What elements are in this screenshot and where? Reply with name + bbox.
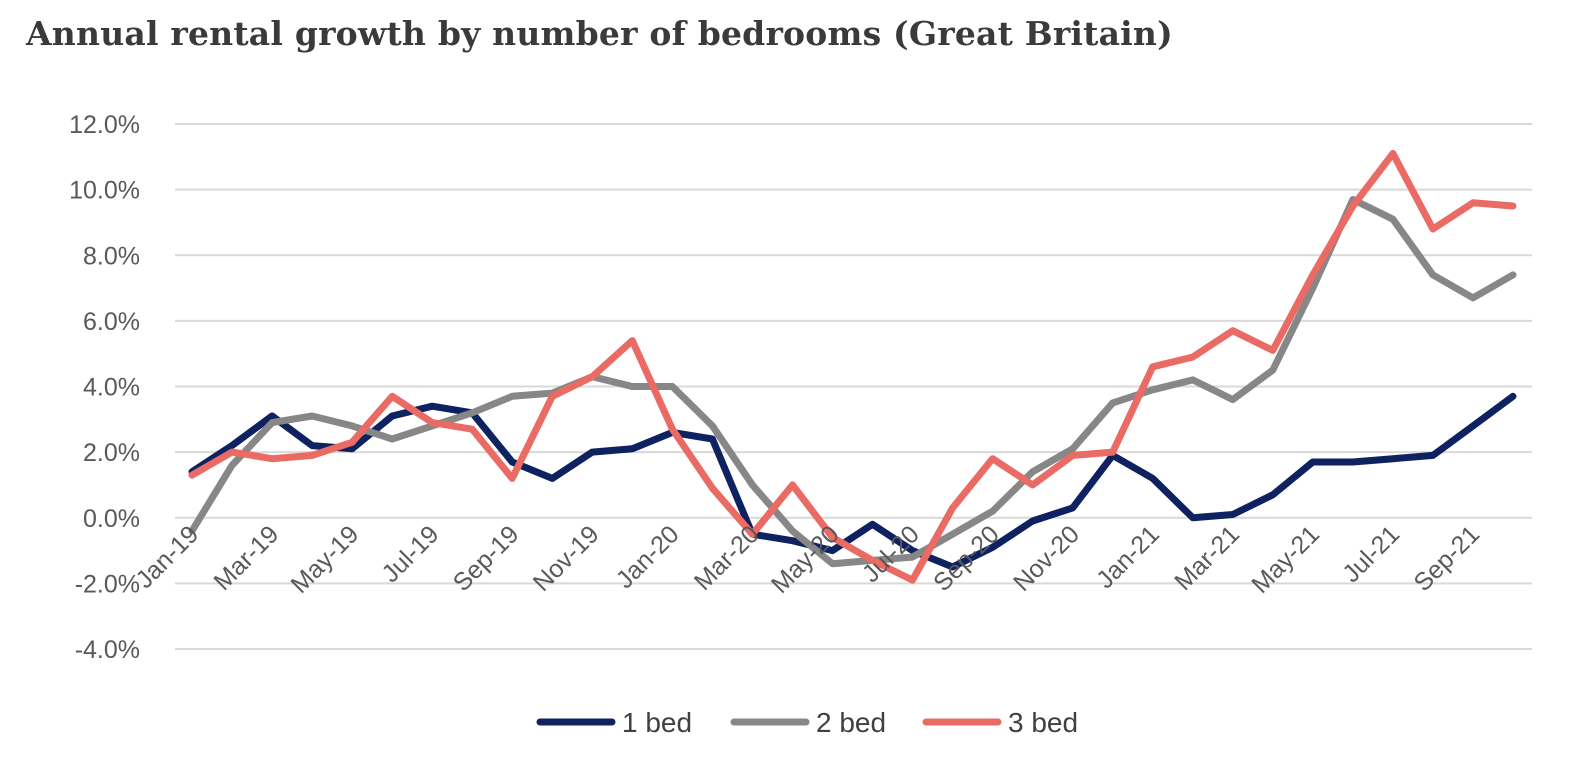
- legend-label: 1 bed: [622, 707, 692, 738]
- y-tick-label: 0.0%: [83, 505, 140, 533]
- gridlines: [175, 123, 1532, 650]
- x-tick-label: Mar-21: [1169, 520, 1245, 596]
- series-lines: [188, 150, 1517, 584]
- x-tick-label: May-21: [1246, 520, 1325, 599]
- x-tick-label: Mar-20: [689, 520, 765, 596]
- chart-title: Annual rental growth by number of bedroo…: [26, 14, 1173, 53]
- x-tick-label: Sep-21: [1408, 520, 1485, 597]
- y-tick-label: 4.0%: [83, 374, 140, 402]
- x-tick-label: Sep-19: [448, 520, 525, 597]
- x-tick-label: Jul-21: [1337, 520, 1405, 588]
- x-tick-label: Jul-19: [376, 520, 444, 588]
- y-tick-label: 2.0%: [83, 439, 140, 467]
- y-tick-label: 10.0%: [69, 177, 140, 205]
- x-tick-label: Mar-19: [209, 520, 285, 596]
- y-tick-label: -4.0%: [75, 636, 140, 664]
- x-tick-label: May-19: [286, 520, 365, 599]
- series-line-2-bed: [188, 196, 1517, 568]
- y-axis-ticks: 12.0% 10.0% 8.0% 6.0% 4.0% 2.0% 0.0% -2.0% -4.0%: [69, 111, 140, 664]
- legend: 1 bed 2 bed 3 bed: [536, 707, 1078, 738]
- legend-label: 3 bed: [1008, 707, 1078, 738]
- y-tick-label: -2.0%: [75, 570, 140, 598]
- legend-label: 2 bed: [816, 707, 886, 738]
- y-tick-label: 6.0%: [83, 308, 140, 336]
- y-tick-label: 8.0%: [83, 242, 140, 270]
- y-tick-label: 12.0%: [69, 111, 140, 139]
- x-axis-ticks: Jan-19 Mar-19 May-19 Jul-19 Sep-19 Nov-19 Jan-…: [130, 520, 1485, 599]
- x-tick-label: Nov-19: [528, 520, 605, 597]
- series-line-3-bed: [188, 150, 1517, 584]
